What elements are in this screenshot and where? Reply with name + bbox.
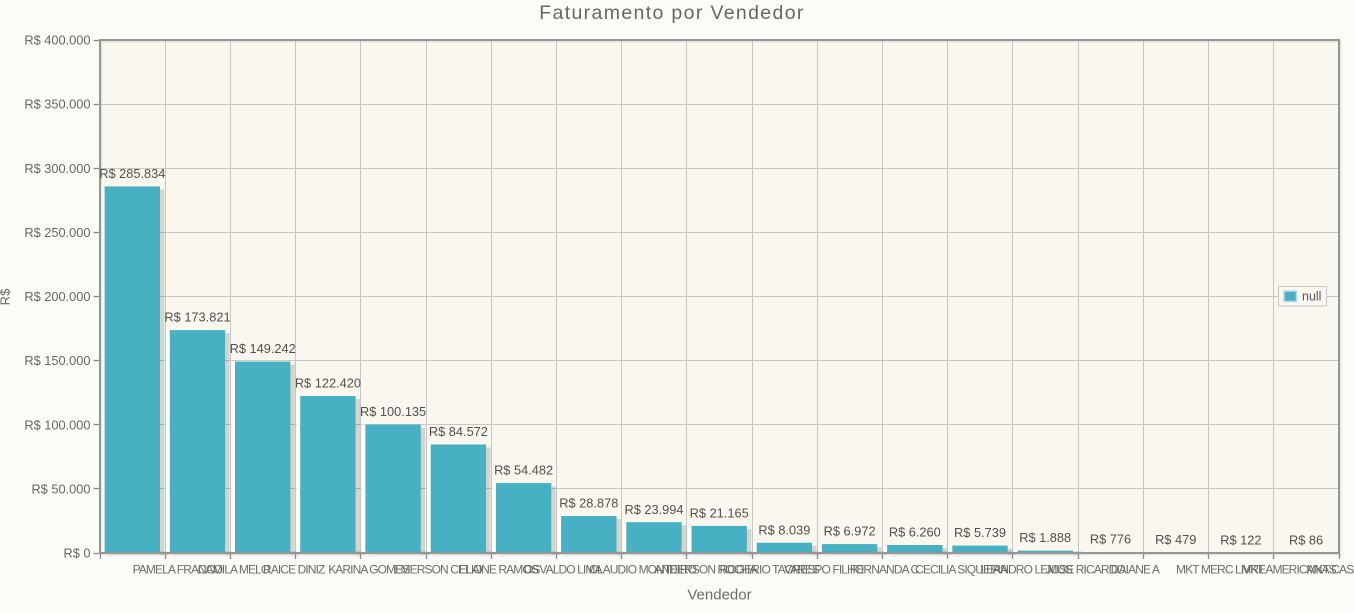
svg-text:null: null [1302, 290, 1321, 304]
svg-text:JOSE RICARDO: JOSE RICARDO [1046, 563, 1126, 577]
svg-text:ROGERIO TAVARES: ROGERIO TAVARES [720, 563, 821, 577]
svg-text:R$ 0: R$ 0 [63, 546, 90, 561]
svg-text:R$ 5.739: R$ 5.739 [954, 525, 1006, 540]
svg-text:DAIANE A: DAIANE A [1111, 563, 1160, 577]
svg-text:R$ 122: R$ 122 [1220, 532, 1261, 547]
svg-text:R$ 8.039: R$ 8.039 [758, 522, 810, 537]
svg-text:R$ 285.834: R$ 285.834 [99, 166, 165, 181]
svg-text:CRESPO FILHO: CRESPO FILHO [785, 563, 864, 577]
svg-text:R$ 200.000: R$ 200.000 [24, 289, 90, 304]
svg-text:R$ 23.994: R$ 23.994 [624, 502, 683, 517]
svg-text:OSVALDO LIMA: OSVALDO LIMA [524, 563, 603, 577]
svg-text:KARINA GOMES: KARINA GOMES [328, 563, 410, 577]
svg-text:LEANDRO LEMOS: LEANDRO LEMOS [980, 563, 1073, 577]
svg-text:R$ 21.165: R$ 21.165 [690, 506, 749, 521]
svg-text:R$ 50.000: R$ 50.000 [31, 482, 90, 497]
svg-text:R$ 150.000: R$ 150.000 [24, 353, 90, 368]
svg-text:R$ 28.878: R$ 28.878 [559, 496, 618, 511]
svg-text:R$ 54.482: R$ 54.482 [494, 463, 553, 478]
svg-text:R$ 173.821: R$ 173.821 [164, 310, 230, 325]
svg-text:R$: R$ [0, 288, 13, 305]
svg-text:CLAUDIO MONTEIRO: CLAUDIO MONTEIRO [589, 563, 697, 577]
svg-text:R$ 250.000: R$ 250.000 [24, 225, 90, 240]
svg-text:R$ 100.000: R$ 100.000 [24, 417, 90, 432]
svg-text:PAMELA FRANCO: PAMELA FRANCO [133, 563, 223, 577]
svg-text:R$ 479: R$ 479 [1155, 532, 1196, 547]
svg-text:R$ 6.972: R$ 6.972 [824, 524, 876, 539]
svg-text:RAICE DINIZ: RAICE DINIZ [263, 563, 325, 577]
svg-text:R$ 300.000: R$ 300.000 [24, 161, 90, 176]
svg-text:EMERSON CELIO: EMERSON CELIO [393, 563, 482, 577]
svg-text:MKT AMERICANAS: MKT AMERICANAS [1241, 563, 1336, 577]
svg-text:R$ 84.572: R$ 84.572 [429, 424, 488, 439]
svg-text:R$ 122.420: R$ 122.420 [295, 376, 361, 391]
svg-text:R$ 86: R$ 86 [1289, 533, 1323, 548]
svg-text:R$ 1.888: R$ 1.888 [1019, 530, 1071, 545]
svg-text:R$ 100.135: R$ 100.135 [360, 404, 426, 419]
svg-text:MKT MERC LIVRE: MKT MERC LIVRE [1176, 563, 1266, 577]
svg-text:R$ 350.000: R$ 350.000 [24, 97, 90, 112]
svg-text:CECILIA SIQUEIRA: CECILIA SIQUEIRA [915, 563, 1008, 577]
svg-text:R$ 149.242: R$ 149.242 [230, 341, 296, 356]
svg-text:R$ 400.000: R$ 400.000 [24, 33, 90, 48]
svg-text:R$ 6.260: R$ 6.260 [889, 525, 941, 540]
svg-text:MKT CASAS BAHIA: MKT CASAS BAHIA [1306, 563, 1354, 577]
svg-text:Vendedor: Vendedor [687, 587, 751, 604]
svg-text:CAMILA MELO: CAMILA MELO [198, 563, 270, 577]
svg-text:FERNANDA C: FERNANDA C [850, 563, 920, 577]
svg-text:R$ 776: R$ 776 [1090, 532, 1131, 547]
svg-text:ELAINE RAMOS: ELAINE RAMOS [459, 563, 539, 577]
svg-text:ANDERSON ROCHA: ANDERSON ROCHA [654, 563, 757, 577]
